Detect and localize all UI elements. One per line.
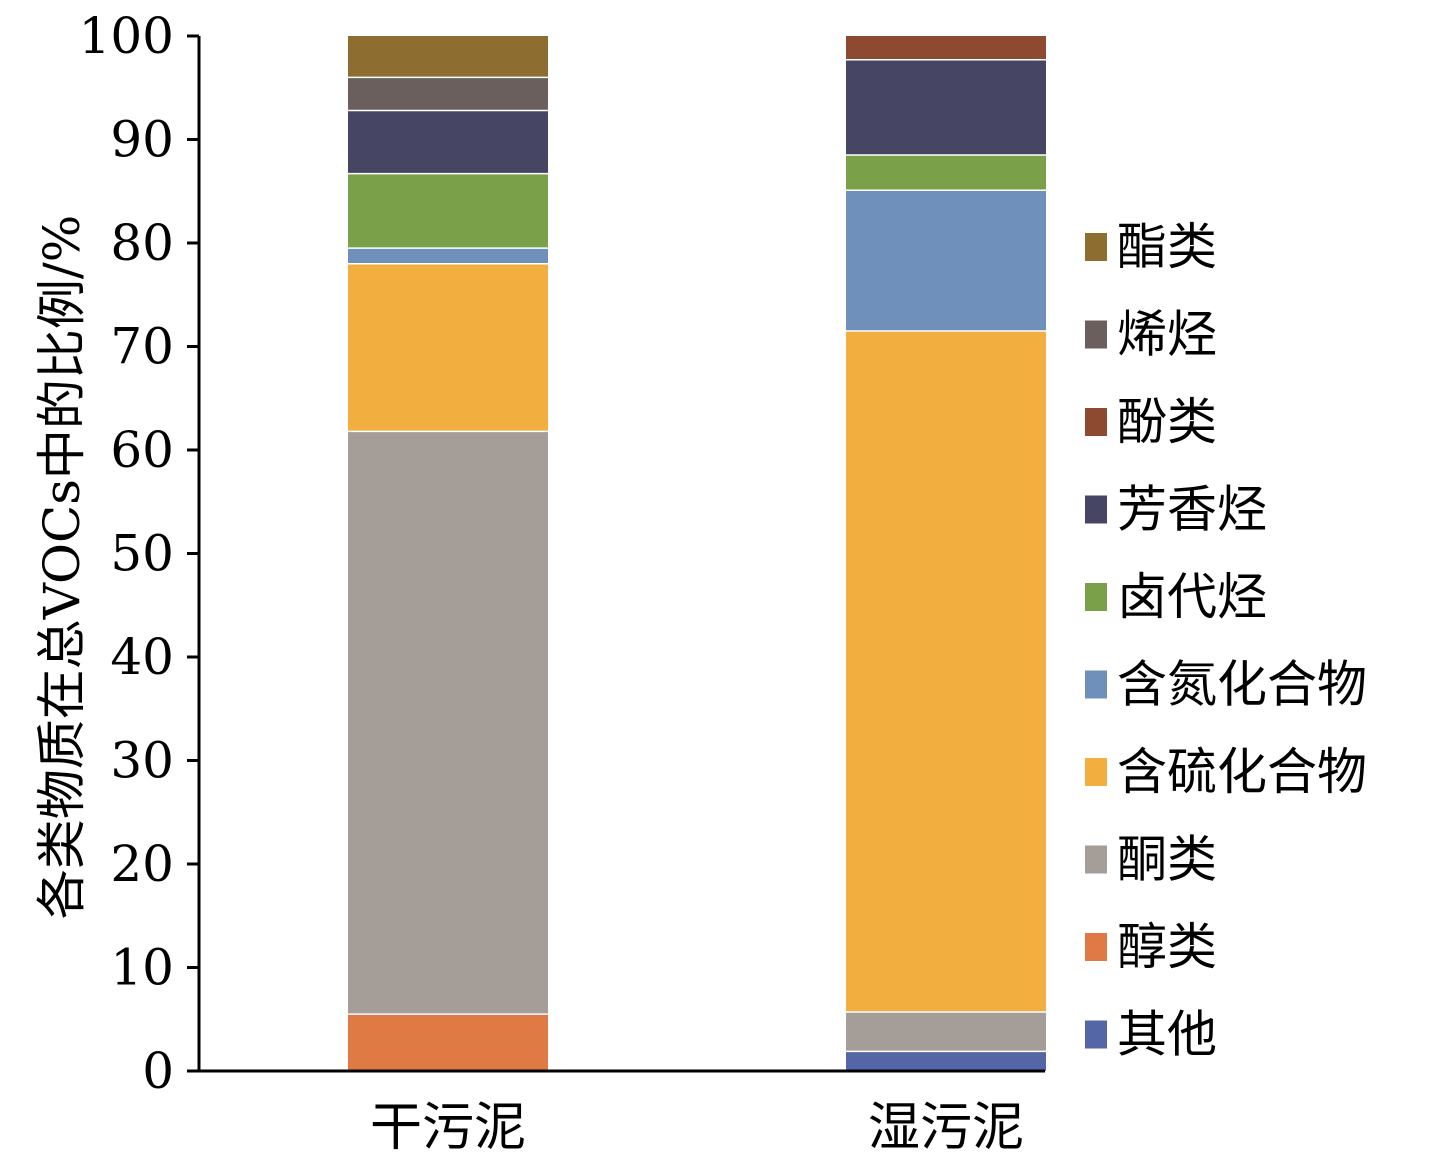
legend-label: 酮类 (1117, 831, 1217, 889)
bars-group (348, 36, 1046, 1071)
bar-segment-1-7 (348, 110, 548, 174)
legend-swatch (1085, 583, 1107, 611)
bar-segment-1-2 (348, 1014, 548, 1071)
bar-segment-2-6 (846, 155, 1046, 191)
bar-segment-1-9 (348, 77, 548, 111)
y-tick-label: 0 (142, 1042, 174, 1100)
bar-segment-1-6 (348, 173, 548, 249)
bar-segment-1-5 (348, 248, 548, 264)
bar-segment-1-3 (348, 431, 548, 1015)
legend-swatch (1085, 933, 1107, 961)
bar-segment-2-4 (846, 330, 1046, 1013)
bar-segment-2-8 (846, 36, 1046, 60)
x-labels-group: 干污泥 湿污泥 (370, 1098, 1024, 1158)
y-tick-label: 10 (110, 939, 174, 997)
legend-label: 含氮化合物 (1117, 656, 1367, 714)
y-tick-label: 80 (110, 214, 174, 272)
legend-swatch (1085, 495, 1107, 524)
y-tick-label: 70 (110, 318, 174, 376)
bar-segment-2-1 (846, 1051, 1046, 1071)
legend-swatch (1085, 1020, 1107, 1049)
x-category-label: 湿污泥 (868, 1098, 1024, 1158)
y-tick-label: 90 (110, 111, 174, 169)
bar-segment-1-4 (348, 263, 548, 432)
legend-label: 其他 (1117, 1006, 1217, 1064)
bar-segment-2-7 (846, 59, 1046, 156)
legend-swatch (1085, 670, 1107, 699)
y-tick-label: 30 (110, 732, 174, 790)
y-tick-label: 50 (110, 525, 174, 583)
legend-label: 烯烃 (1117, 306, 1217, 364)
legend-label: 酚类 (1117, 393, 1217, 451)
legend-label: 卤代烃 (1117, 568, 1267, 626)
legend-swatch (1085, 758, 1107, 786)
legend-swatch (1085, 845, 1107, 874)
y-tick-label: 20 (110, 835, 174, 893)
legend-label: 含硫化合物 (1117, 743, 1367, 801)
bar-segment-2-5 (846, 190, 1046, 331)
bar-segment-1-10 (348, 36, 548, 78)
bar-segment-2-3 (846, 1012, 1046, 1052)
legend-swatch (1085, 320, 1107, 349)
y-tick-label: 40 (110, 628, 174, 686)
y-axis-title: 各类物质在总VOCs中的比例/% (33, 215, 91, 920)
y-tick-label: 60 (110, 421, 174, 479)
legend-label: 醇类 (1117, 918, 1217, 976)
x-category-label: 干污泥 (370, 1098, 526, 1158)
legend-swatch (1085, 233, 1107, 261)
y-tick-label: 100 (79, 7, 174, 65)
y-ticks-group: 0 10 20 30 40 50 60 70 80 90 100 (79, 7, 199, 1100)
legend-label: 芳香烃 (1117, 481, 1267, 539)
legend-label: 酯类 (1117, 218, 1217, 276)
legend-swatch (1085, 408, 1107, 436)
